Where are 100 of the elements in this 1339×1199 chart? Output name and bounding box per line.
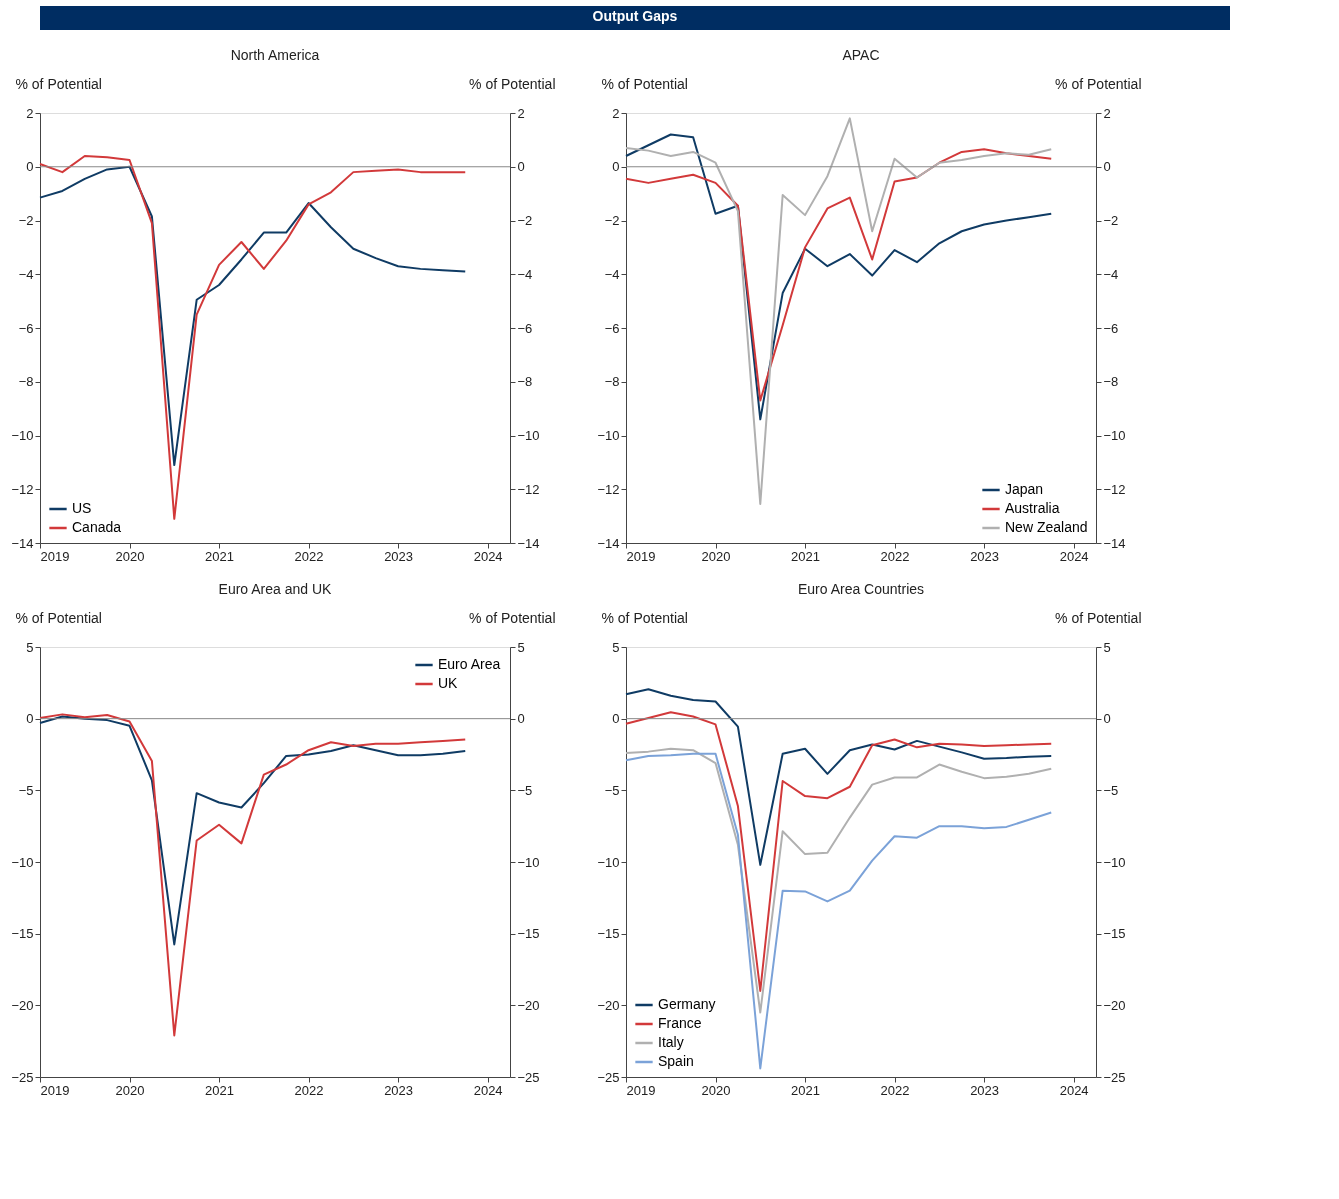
- x-tick-label: 2022: [294, 548, 324, 564]
- y-tick-label: −14: [11, 535, 34, 551]
- y-tick-label: 0: [26, 159, 34, 175]
- y-tick-label: −12: [11, 481, 34, 497]
- y2-tick-label: −14: [1103, 535, 1126, 551]
- x-tick-label: 2020: [115, 1082, 145, 1098]
- line-series: [625, 688, 1053, 866]
- y-tick-label: −8: [18, 374, 34, 390]
- x-tick-label: 2024: [1059, 548, 1089, 564]
- line-series: [625, 711, 1053, 992]
- x-tick-label: 2021: [791, 1082, 821, 1098]
- y2-tick-label: 0: [1103, 159, 1111, 175]
- x-tick-label: 2019: [626, 548, 656, 564]
- y-tick-label: −25: [597, 1069, 620, 1085]
- line-series: [625, 747, 1053, 1014]
- y-tick-label: −6: [18, 320, 34, 336]
- x-tick-label: 2020: [701, 1082, 731, 1098]
- x-tick-label: 2019: [40, 548, 70, 564]
- y-tick-label: −10: [11, 854, 34, 870]
- y-tick-label: −2: [18, 213, 34, 228]
- y-tick-label: 2: [26, 105, 34, 121]
- y-tick-label: −2: [604, 213, 620, 228]
- legend-label: US: [72, 500, 92, 516]
- x-tick-label: 2022: [880, 548, 910, 564]
- y-tick-label: 0: [612, 711, 620, 727]
- y2-tick-label: −6: [517, 320, 533, 336]
- y2-axis-title: % of Potential: [469, 75, 556, 92]
- y2-tick-label: −5: [1103, 782, 1119, 798]
- line-series: [39, 715, 467, 946]
- y2-axis-title: % of Potential: [1055, 609, 1142, 626]
- y-tick-label: −4: [18, 266, 34, 282]
- legend-label: Italy: [658, 1034, 684, 1050]
- y-tick-label: −5: [604, 782, 620, 798]
- legend-label: Euro Area: [438, 656, 501, 672]
- x-tick-label: 2023: [970, 1082, 1000, 1098]
- y-axis-title: % of Potential: [15, 75, 102, 92]
- y2-tick-label: 5: [517, 639, 525, 655]
- y2-tick-label: −14: [517, 535, 540, 551]
- y2-tick-label: −10: [1103, 854, 1126, 870]
- legend-label: France: [658, 1015, 702, 1031]
- y2-tick-label: −8: [517, 374, 533, 390]
- y-tick-label: −10: [11, 428, 34, 443]
- y2-tick-label: −4: [1103, 266, 1119, 282]
- y2-tick-label: −4: [517, 266, 533, 282]
- y-axis-title: % of Potential: [15, 609, 102, 626]
- x-tick-label: 2019: [40, 1082, 70, 1098]
- y2-tick-label: −15: [517, 926, 540, 942]
- text: Output Gaps: [592, 8, 678, 24]
- y-tick-label: −25: [11, 1069, 34, 1085]
- y2-tick-label: −10: [1103, 428, 1126, 443]
- y2-tick-label: −10: [517, 854, 540, 870]
- y2-tick-label: −20: [517, 997, 540, 1013]
- legend-label: Japan: [1005, 481, 1044, 497]
- y2-tick-label: 2: [1103, 105, 1111, 121]
- chart-title: Euro Area Countries: [797, 581, 925, 597]
- y-tick-label: −14: [597, 535, 620, 551]
- line-series: [39, 165, 467, 467]
- y2-tick-label: 5: [1103, 639, 1111, 655]
- y2-axis-title: % of Potential: [469, 609, 556, 626]
- y2-tick-label: −12: [1103, 481, 1126, 497]
- x-tick-label: 2019: [626, 1082, 656, 1098]
- legend-label: Australia: [1005, 500, 1060, 516]
- y2-tick-label: −2: [517, 213, 533, 228]
- y-tick-label: 0: [26, 711, 34, 727]
- line-series: [625, 752, 1053, 1070]
- y-tick-label: 0: [612, 159, 620, 175]
- x-tick-label: 2021: [205, 548, 235, 564]
- y2-axis-title: % of Potential: [1055, 75, 1142, 92]
- y2-tick-label: −25: [517, 1069, 540, 1085]
- y-tick-label: −5: [18, 782, 34, 798]
- y-tick-label: −20: [597, 997, 620, 1013]
- y2-tick-label: −10: [517, 428, 540, 443]
- x-tick-label: 2021: [205, 1082, 235, 1098]
- x-tick-label: 2023: [970, 548, 1000, 564]
- y2-tick-label: 0: [517, 159, 525, 175]
- y2-tick-label: −6: [1103, 320, 1119, 336]
- y-tick-label: −15: [11, 926, 34, 942]
- x-tick-label: 2020: [701, 548, 731, 564]
- x-tick-label: 2023: [384, 548, 414, 564]
- y-tick-label: −15: [597, 926, 620, 942]
- x-tick-label: 2023: [384, 1082, 414, 1098]
- legend-label: Germany: [658, 996, 716, 1012]
- y2-tick-label: −5: [517, 782, 533, 798]
- x-tick-label: 2021: [791, 548, 821, 564]
- x-tick-label: 2024: [473, 1082, 503, 1098]
- y-tick-label: −20: [11, 997, 34, 1013]
- y-tick-label: −6: [604, 320, 620, 336]
- chart-title: Euro Area and UK: [218, 581, 333, 597]
- chart-title: North America: [230, 47, 320, 63]
- legend-label: Canada: [72, 519, 122, 535]
- x-tick-label: 2022: [880, 1082, 910, 1098]
- x-tick-label: 2022: [294, 1082, 324, 1098]
- y2-tick-label: −12: [517, 481, 540, 497]
- y-tick-label: −8: [604, 374, 620, 390]
- legend-label: Spain: [658, 1053, 694, 1069]
- y2-tick-label: −2: [1103, 213, 1119, 228]
- y2-tick-label: 0: [1103, 711, 1111, 727]
- y-axis-title: % of Potential: [601, 75, 688, 92]
- line-series: [39, 155, 467, 520]
- y-tick-label: −4: [604, 266, 620, 282]
